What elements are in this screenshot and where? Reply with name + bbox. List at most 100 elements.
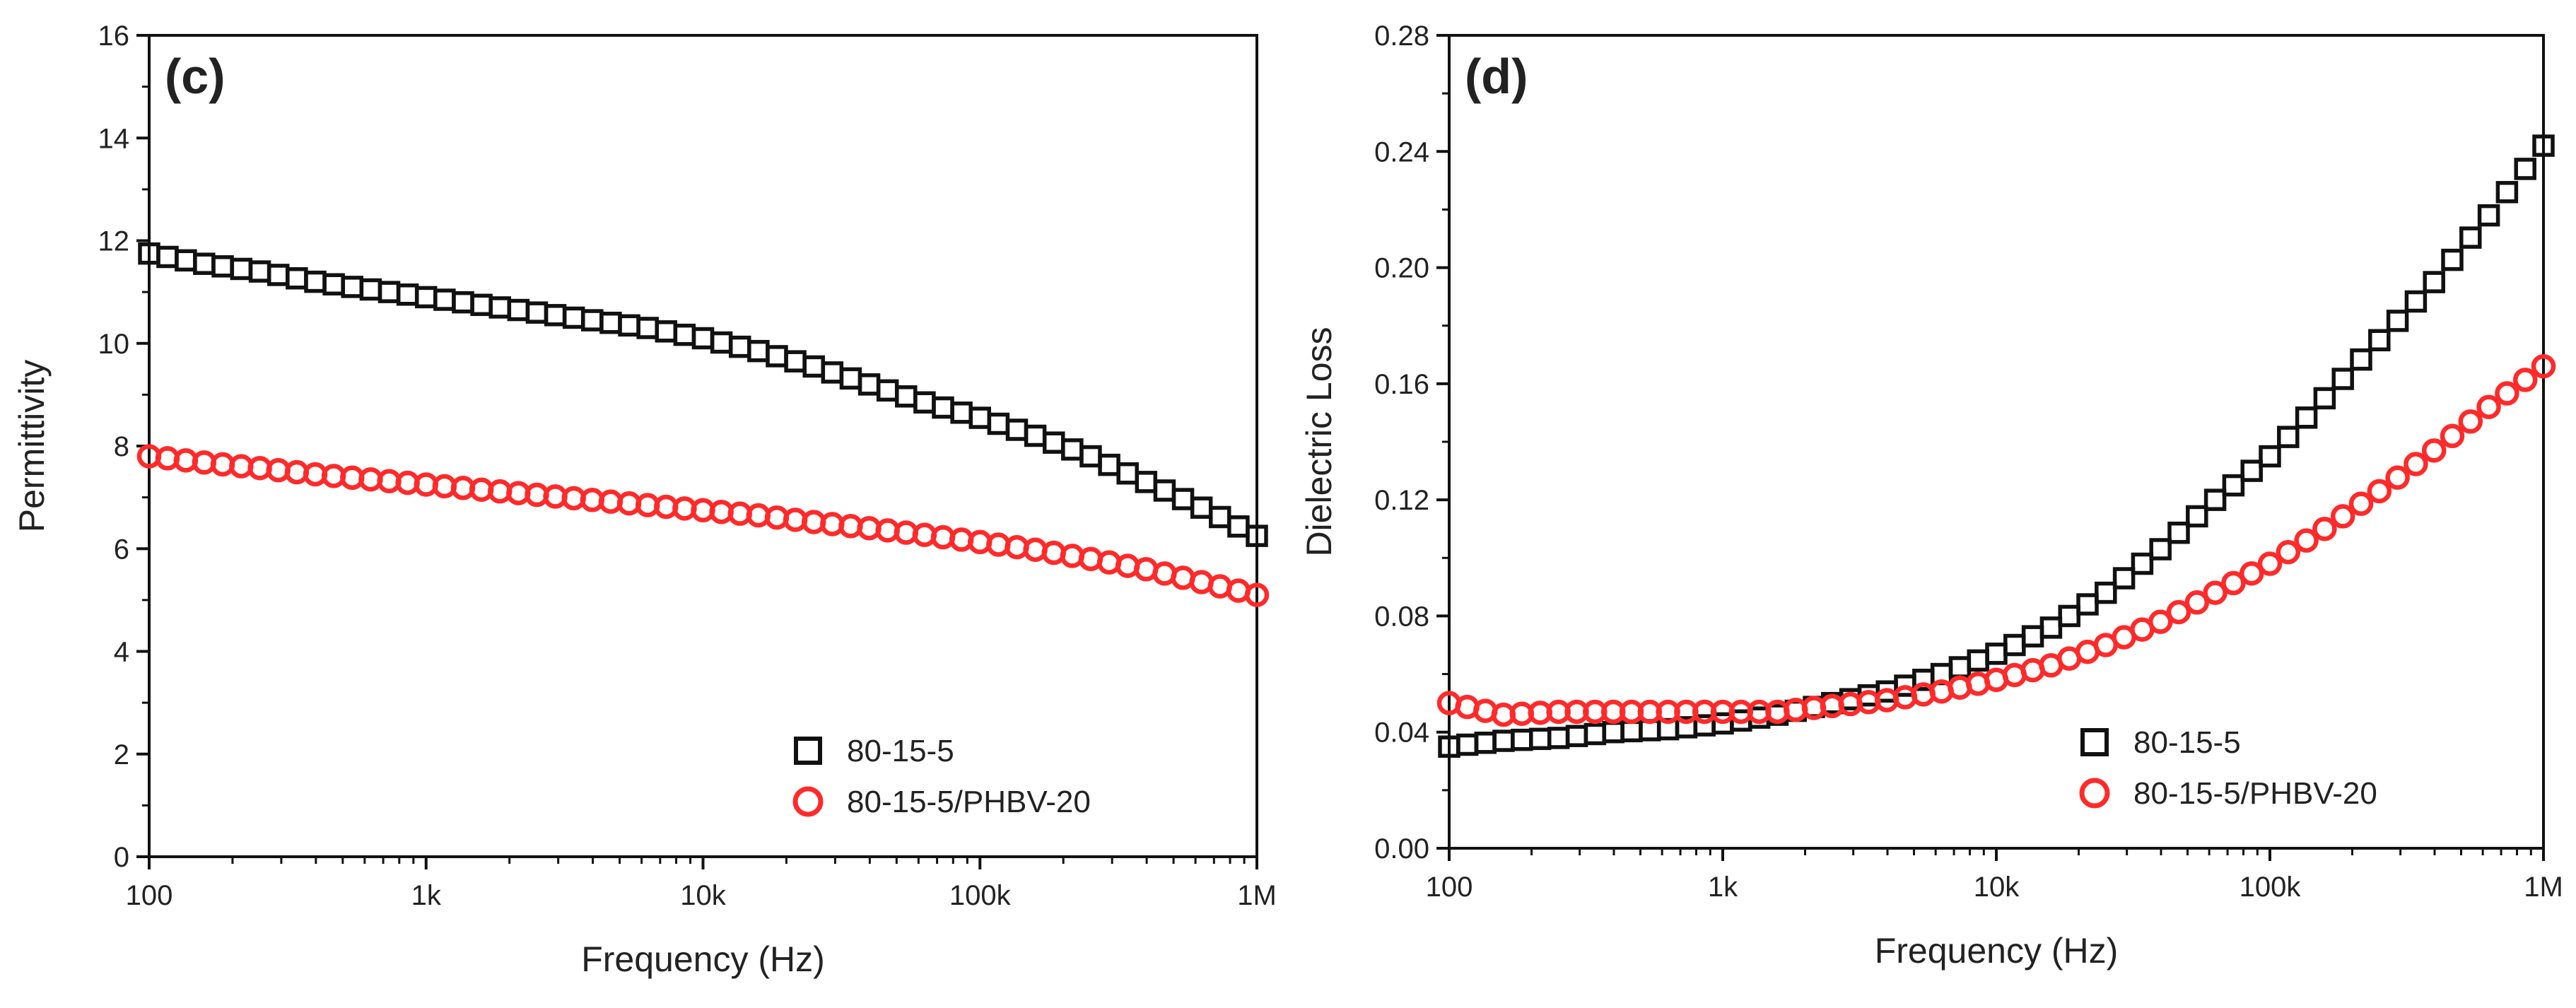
legend-circle-icon [2079, 778, 2110, 809]
data-point-circle [2367, 479, 2392, 504]
data-point-circle [2348, 491, 2374, 516]
data-point-square [2459, 226, 2482, 249]
data-point-square [987, 412, 1010, 435]
data-point-square [1511, 728, 1533, 751]
data-point-square [2495, 181, 2519, 204]
data-point-square [2477, 204, 2500, 227]
plot-frame-1 [1448, 34, 2545, 850]
data-point-square [248, 260, 271, 283]
data-point-circle [2531, 353, 2556, 379]
y-tick-label: 12 [98, 226, 130, 257]
data-point-square [968, 406, 991, 429]
x-tick-label: 1M [1237, 880, 1277, 911]
y-tick-label: 0.12 [1374, 485, 1429, 516]
data-point-square [2404, 290, 2428, 313]
y-tick-label: 6 [114, 534, 129, 565]
data-point-square [2021, 625, 2044, 647]
data-point-square [230, 257, 253, 281]
data-point-square [1079, 445, 1102, 468]
data-point-square [802, 355, 825, 378]
data-point-square [2423, 271, 2445, 293]
data-point-square [2149, 538, 2172, 561]
data-point-square [1227, 515, 1250, 538]
data-point-circle [2239, 561, 2264, 586]
data-point-square [1620, 720, 1643, 743]
data-point-circle [2385, 465, 2410, 490]
data-point-square [2277, 426, 2300, 448]
data-point-square [1171, 488, 1195, 510]
data-point-square [784, 350, 807, 373]
data-point-square [1061, 438, 1084, 461]
y-tick-label: 0 [114, 842, 129, 873]
data-point-circle [2440, 423, 2465, 449]
data-point-square [821, 361, 844, 384]
data-point-circle [2512, 368, 2538, 392]
x-axis-title: Frequency (Hz) [1875, 931, 2119, 971]
data-point-square [913, 391, 936, 414]
x-tick-label: 100 [126, 880, 173, 911]
data-point-square [1602, 720, 1624, 744]
data-point-square [876, 379, 899, 402]
data-point-square [2222, 474, 2245, 497]
data-point-square [1024, 424, 1047, 447]
y-tick-label: 0.16 [1374, 369, 1429, 400]
data-point-square [857, 373, 881, 396]
data-point-square [1474, 732, 1497, 754]
data-point-square [2313, 387, 2336, 410]
y-tick-label: 14 [98, 123, 130, 154]
data-point-square [2076, 593, 2099, 616]
data-point-circle [2148, 609, 2173, 634]
data-point-square [2039, 616, 2063, 639]
data-point-square [286, 267, 308, 290]
legend-label: 80-15-5 [2133, 725, 2241, 760]
data-point-square [2350, 348, 2372, 371]
data-point-square [2514, 158, 2536, 180]
panel-label: (d) [1465, 49, 1528, 104]
y-tick-label: 0.04 [1374, 717, 1429, 749]
data-point-circle [2458, 409, 2483, 434]
y-tick-label: 16 [98, 20, 130, 52]
data-point-square [766, 345, 788, 368]
x-tick-label: 1k [411, 880, 442, 911]
data-point-square [175, 249, 197, 272]
data-point-circle [2257, 551, 2283, 576]
data-point-square [581, 309, 604, 332]
data-point-square [304, 270, 327, 293]
data-point-square [2203, 488, 2227, 511]
data-point-square [618, 314, 640, 337]
data-point-square [488, 296, 511, 319]
data-point-square [2441, 248, 2464, 271]
data-point-square [2368, 329, 2391, 351]
data-point-circle [2495, 381, 2519, 406]
data-point-square [211, 255, 234, 278]
x-tick-label: 1k [1708, 872, 1738, 903]
y-tick-label: 10 [98, 329, 130, 360]
data-point-square [1565, 725, 1588, 747]
y-tick-label: 0.00 [1374, 833, 1429, 865]
data-point-square [2532, 134, 2555, 157]
y-axis-title: Dielectric Loss [1299, 327, 1339, 556]
data-point-circle [2421, 438, 2447, 463]
data-point-square [1190, 496, 1213, 519]
data-point-square [1967, 649, 1989, 672]
data-point-square [710, 331, 733, 354]
data-point-square [1528, 727, 1552, 751]
data-point-square [599, 311, 622, 334]
data-point-square [1098, 453, 1120, 476]
data-point-square [747, 339, 770, 363]
data-point-square [415, 286, 438, 309]
data-point-square [1456, 733, 1479, 756]
legend-label: 80-15-5/PHBV-20 [847, 785, 1091, 819]
data-point-square [691, 327, 715, 350]
legend-label: 80-15-5/PHBV-20 [2133, 776, 2377, 811]
data-point-square [377, 281, 401, 303]
data-point-square [2259, 445, 2281, 468]
data-point-square [1209, 505, 1231, 529]
data-point-circle [2476, 394, 2501, 419]
data-point-square [1246, 524, 1268, 547]
data-point-circle [2276, 539, 2301, 565]
data-point-circle [2166, 599, 2191, 625]
y-tick-label: 0.20 [1374, 253, 1429, 284]
data-point-square [2095, 581, 2117, 604]
